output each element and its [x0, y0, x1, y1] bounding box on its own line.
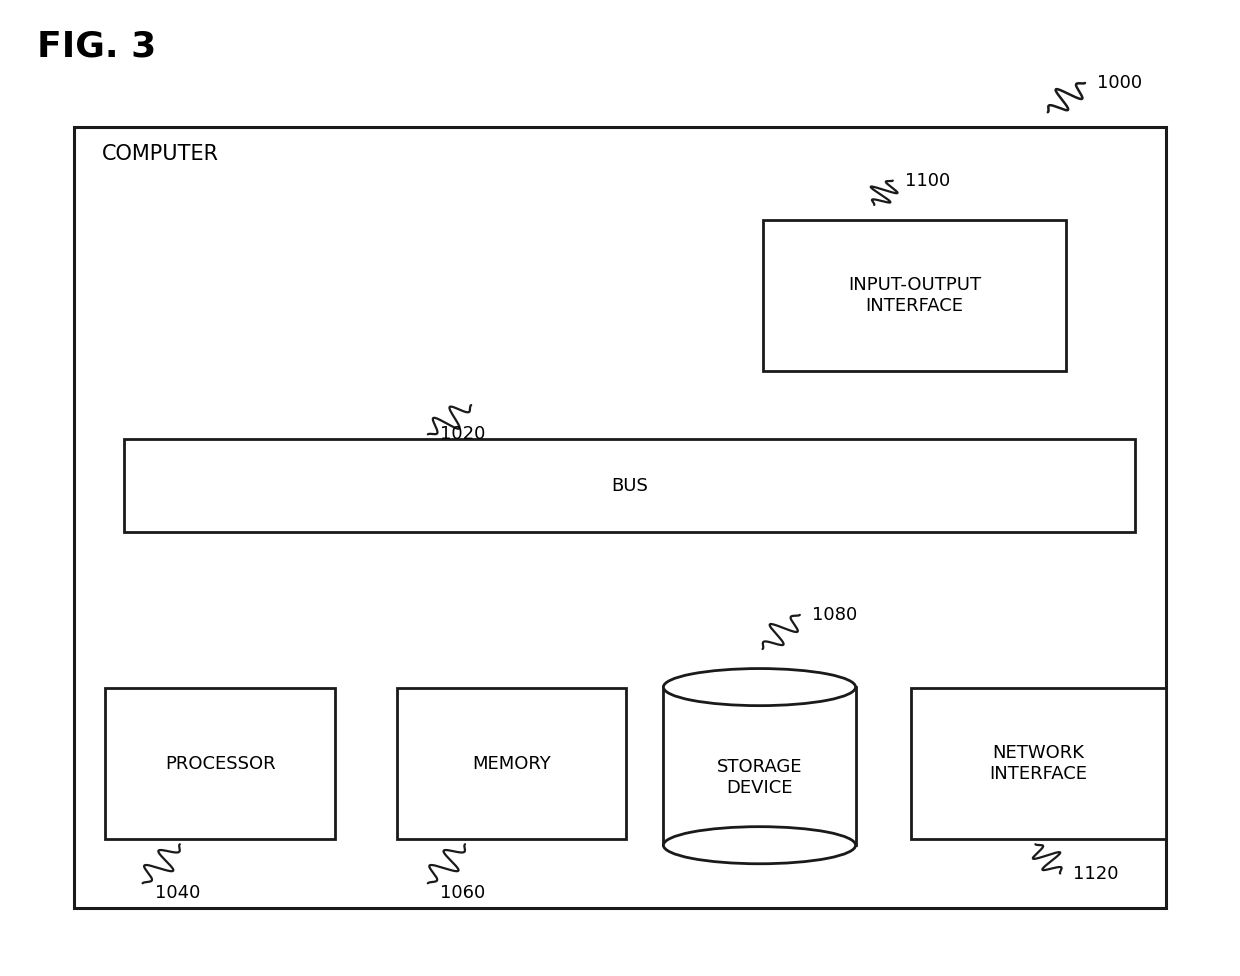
Text: COMPUTER: COMPUTER [102, 144, 218, 164]
Ellipse shape [663, 827, 856, 864]
Bar [763, 220, 1066, 371]
Text: 1060: 1060 [440, 884, 485, 902]
Text: NETWORK
INTERFACE: NETWORK INTERFACE [990, 745, 1087, 783]
Ellipse shape [663, 669, 856, 706]
Text: 1080: 1080 [812, 606, 857, 624]
Bar [124, 439, 1135, 532]
Bar [105, 688, 335, 839]
Bar [663, 687, 856, 845]
Text: 1040: 1040 [155, 884, 201, 902]
Bar [911, 688, 1166, 839]
Text: 1020: 1020 [440, 426, 486, 443]
Text: STORAGE
DEVICE: STORAGE DEVICE [717, 758, 802, 797]
Text: 1100: 1100 [905, 172, 950, 189]
Text: INPUT-OUTPUT
INTERFACE: INPUT-OUTPUT INTERFACE [848, 276, 981, 314]
Text: 1000: 1000 [1097, 74, 1142, 92]
Text: 1120: 1120 [1073, 865, 1118, 882]
Text: MEMORY: MEMORY [472, 754, 551, 773]
Text: PROCESSOR: PROCESSOR [165, 754, 275, 773]
Bar [74, 127, 1166, 908]
Text: FIG. 3: FIG. 3 [37, 29, 156, 63]
Text: BUS: BUS [611, 476, 647, 495]
Bar [397, 688, 626, 839]
